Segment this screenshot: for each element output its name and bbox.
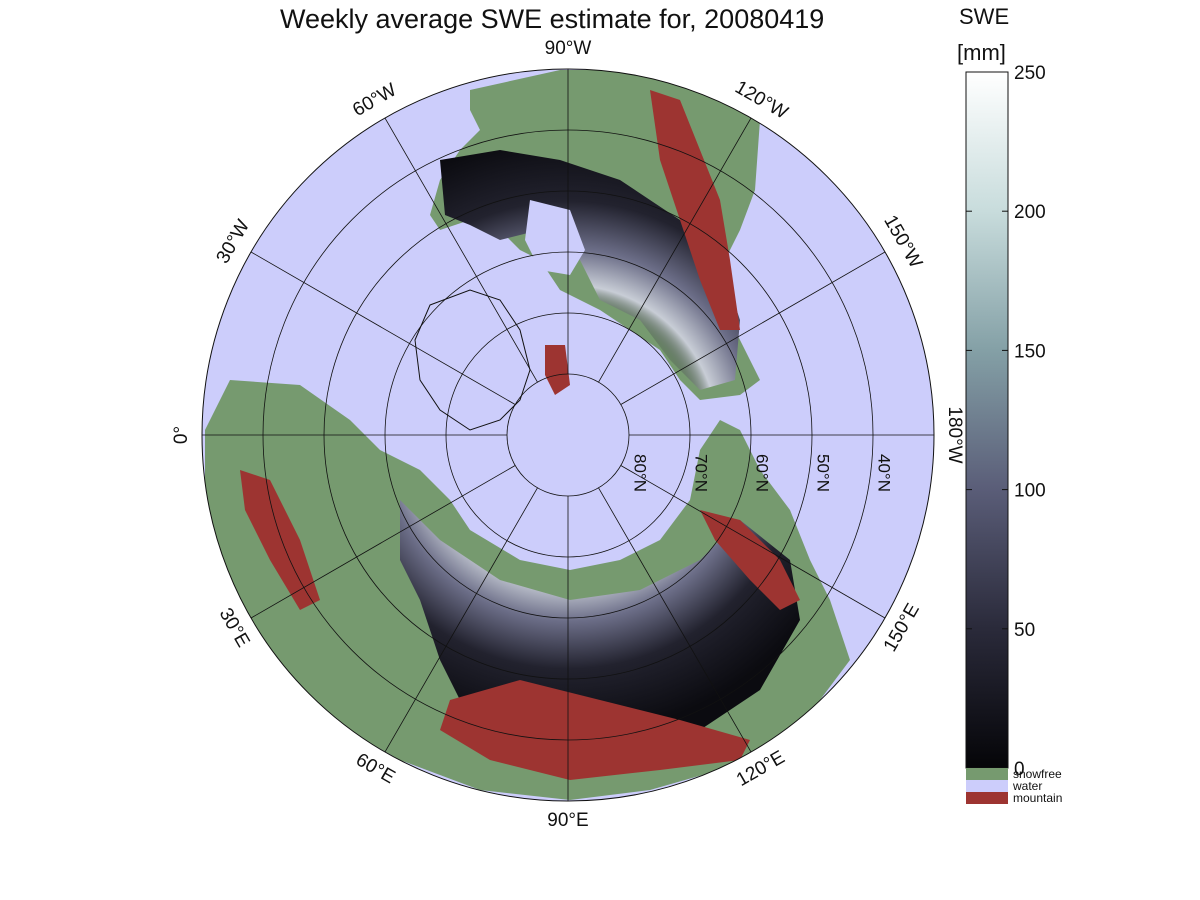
latitude-label: 70°N xyxy=(692,454,711,492)
latitude-label: 80°N xyxy=(631,454,650,492)
colorbar-title-unit: [mm] xyxy=(957,40,1006,65)
longitude-label: 180°W xyxy=(944,406,965,463)
meridian-line xyxy=(620,251,886,405)
legend-swatch-snowfree xyxy=(966,768,1008,780)
map-title: Weekly average SWE estimate for, 2008041… xyxy=(280,4,825,34)
legend-swatch-water xyxy=(966,780,1008,792)
legend-label: mountain xyxy=(1013,791,1062,805)
longitude-label: 90°W xyxy=(545,38,592,59)
legend-label: snowfree xyxy=(1013,767,1062,781)
meridian-line xyxy=(620,465,886,619)
hudson-bay xyxy=(525,200,585,275)
mountain-siberia xyxy=(700,510,800,610)
meridian-line xyxy=(598,487,752,753)
meridian-line xyxy=(384,487,538,753)
swe-band-north-america xyxy=(440,150,740,390)
latitude-label: 40°N xyxy=(875,454,894,492)
graticule xyxy=(202,69,934,801)
colorbar-tick-label: 50 xyxy=(1014,620,1035,641)
colorbar-ticks: 250 200 150 100 50 0 xyxy=(966,63,1046,780)
colorbar-tick-label: 0 xyxy=(1014,759,1025,780)
meridian-line xyxy=(598,117,752,383)
map-boundary xyxy=(201,68,935,802)
meridian-line xyxy=(250,465,516,619)
mountain-asia xyxy=(440,680,750,780)
longitude-label: 90°E xyxy=(547,810,588,831)
colorbar-tick-label: 100 xyxy=(1014,481,1046,502)
colorbar-gradient xyxy=(965,71,1009,769)
longitude-label: 0° xyxy=(171,426,192,444)
legend-swatch-mountain xyxy=(966,792,1008,804)
meridian-line xyxy=(384,117,538,383)
latitude-label: 60°N xyxy=(753,454,772,492)
latitude-label: 50°N xyxy=(814,454,833,492)
legend-label: water xyxy=(1012,779,1042,793)
colorbar-title-swe: SWE xyxy=(959,4,1010,29)
mountain-ellesmere xyxy=(545,345,570,395)
mountain-rockies xyxy=(650,90,740,330)
land-greenland xyxy=(414,289,531,431)
colorbar-tick-label: 200 xyxy=(1014,202,1046,223)
colorbar-tick-label: 150 xyxy=(1014,341,1046,362)
land-layer xyxy=(205,70,850,800)
mountain-scandinavia xyxy=(240,470,320,610)
latitude-labels: 80°N 70°N 60°N 50°N 40°N xyxy=(631,454,894,492)
colorbar-tick-label: 250 xyxy=(1014,63,1046,84)
meridian-line xyxy=(250,251,516,405)
